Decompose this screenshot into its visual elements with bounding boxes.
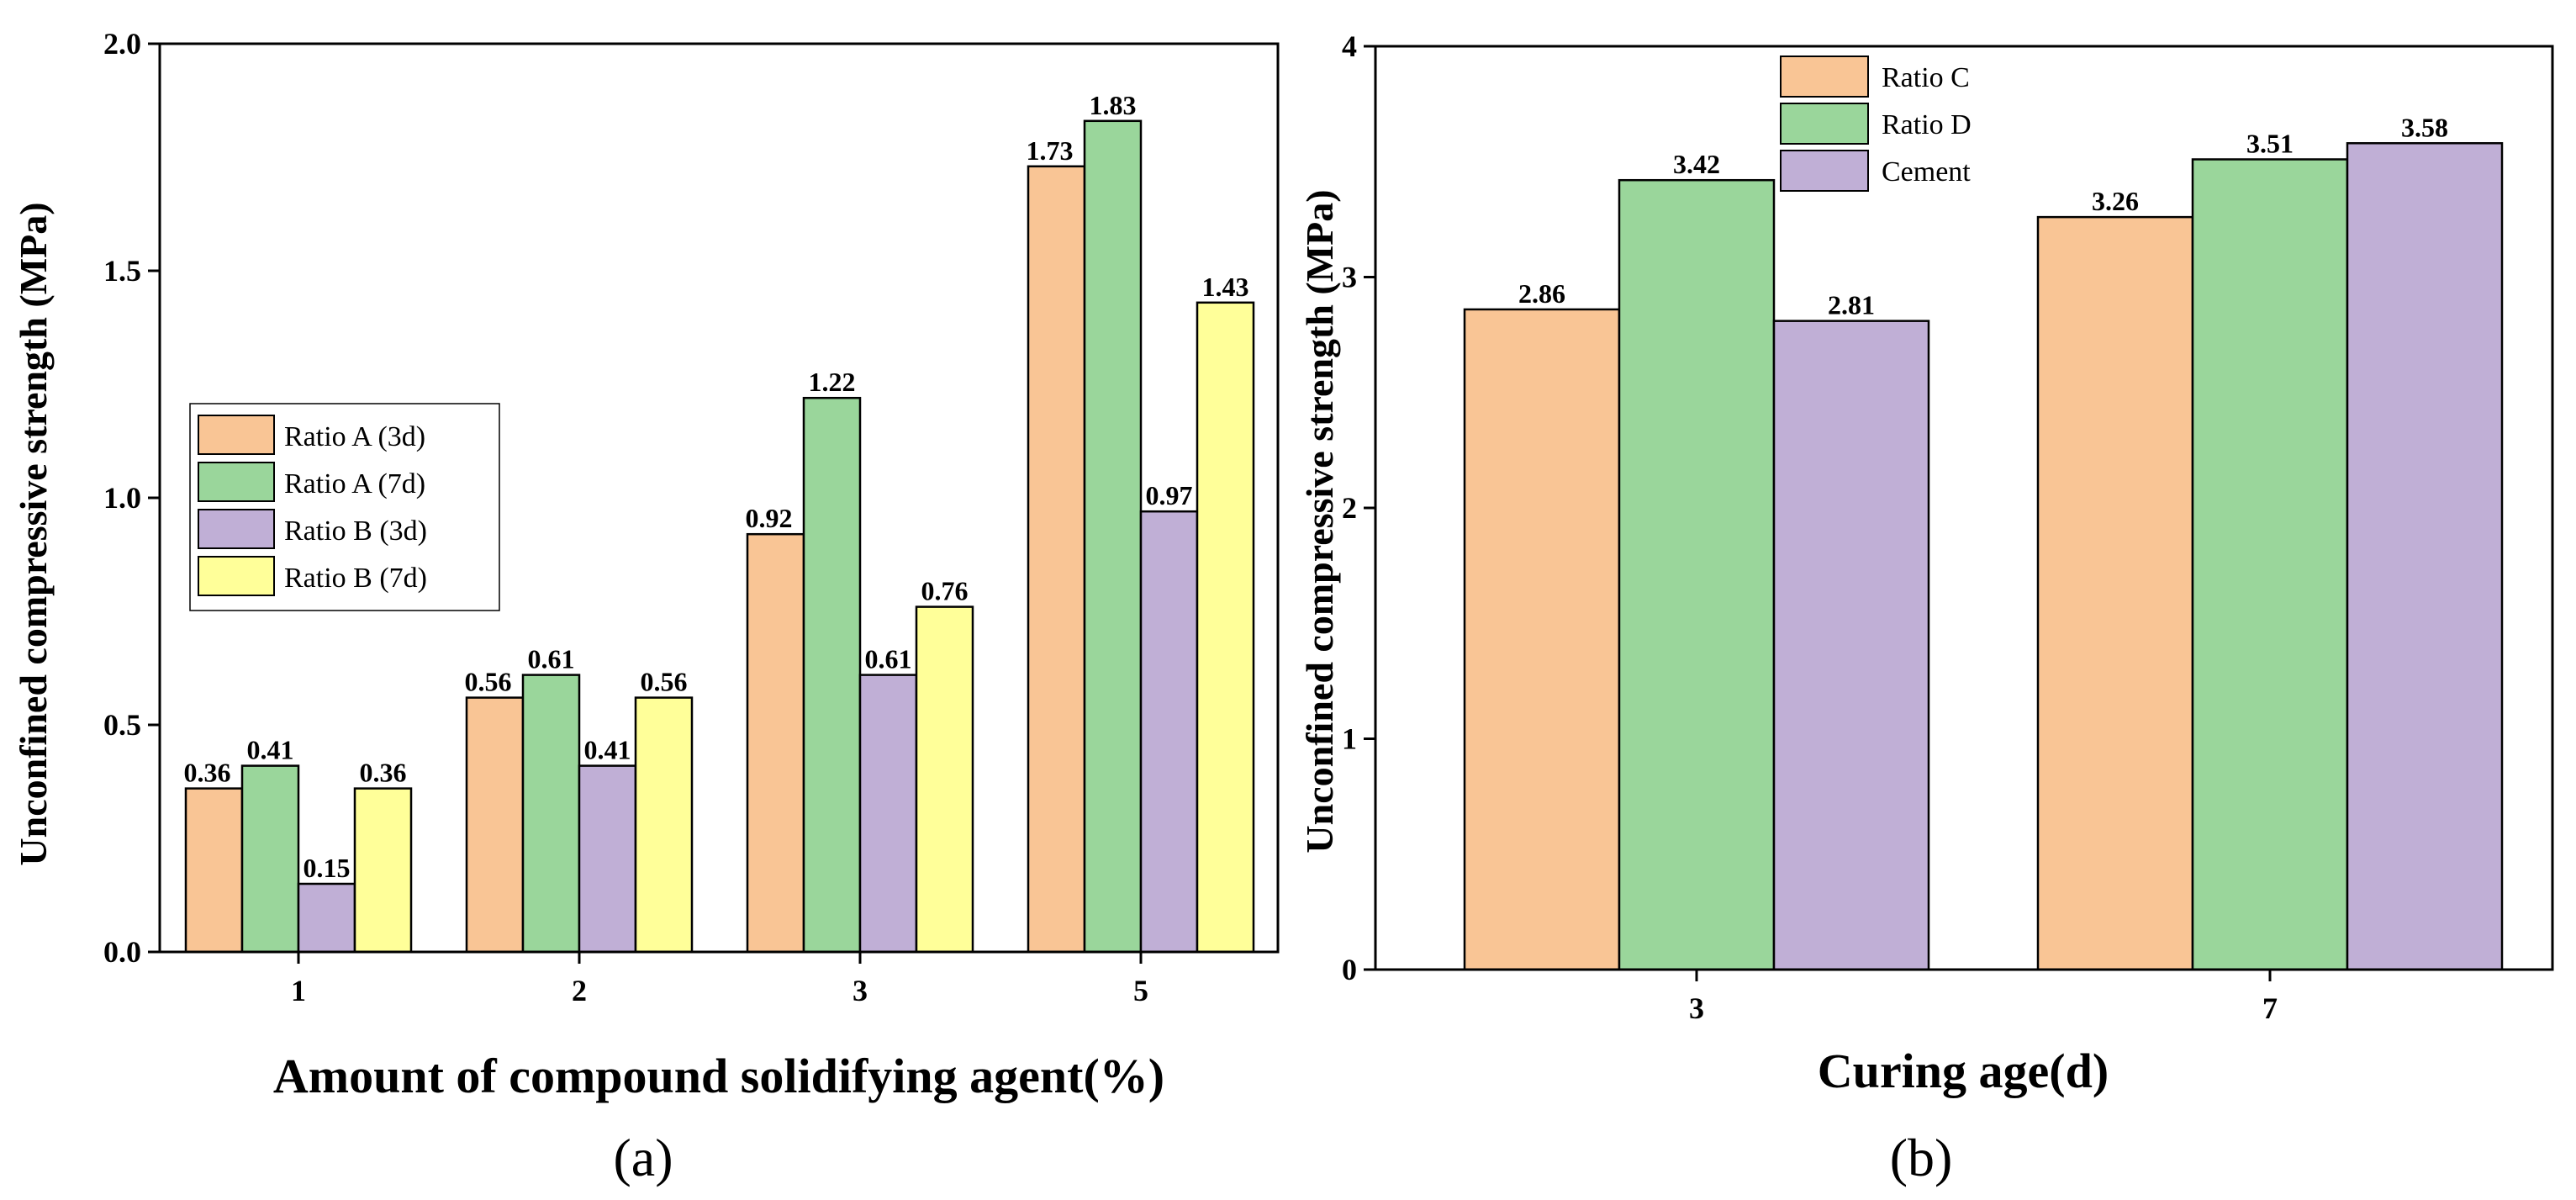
chart-b-data-label-3-2: 2.81 (1828, 290, 1875, 320)
chart-b-panel-label: (b) (1890, 1128, 1953, 1187)
chart-a-data-label-1-1: 0.41 (247, 735, 294, 765)
chart-a-axis: 0.0 0.5 1.0 1.5 2.0 1 2 3 5 (103, 27, 1148, 1007)
legend-label-ratio-d: Ratio D (1882, 109, 1972, 140)
legend-label-ratio-b-7d: Ratio B (7d) (284, 563, 427, 594)
chart-a: Unconfined compressive strength (MPa) 0.… (12, 27, 1280, 1187)
chart-a-bar-1-3 (353, 787, 413, 954)
legend-label-ratio-a-3d: Ratio A (3d) (284, 421, 425, 452)
chart-a-bar-1-0 (184, 787, 244, 954)
chart-b-y-tick-label: 3 (1342, 261, 1357, 294)
chart-a-bar-5-0 (1027, 165, 1086, 954)
chart-a-data-label-1-3: 0.36 (360, 758, 407, 788)
chart-b-data-label-3-1: 3.42 (1673, 149, 1720, 179)
chart-a-data-label-1-2: 0.15 (304, 853, 351, 883)
chart-a-data-label-2-2: 0.41 (584, 735, 631, 765)
chart-a-x-axis-title: Amount of compound solidifying agent(%) (273, 1049, 1164, 1103)
chart-a-x-tick-label: 3 (853, 974, 868, 1007)
chart-b-bars: 2.86 3.42 2.81 3.26 3.51 3.58 (1463, 112, 2504, 971)
chart-a-y-tick-label: 2.0 (103, 27, 141, 61)
legend-swatch-ratio-b-3d (198, 509, 275, 549)
legend-swatch-cement (1780, 150, 1869, 192)
chart-a-data-label-5-2: 0.97 (1146, 480, 1193, 510)
chart-b-legend: Ratio C Ratio D Cement (1780, 56, 1972, 192)
chart-a-panel-label: (a) (613, 1128, 673, 1187)
chart-a-bar-3-0 (746, 532, 805, 954)
chart-a-data-label-5-0: 1.73 (1027, 135, 1074, 166)
chart-a-y-tick-label: 1.5 (103, 254, 141, 288)
chart-b-bar-3-1 (1618, 178, 1776, 971)
legend-swatch-ratio-d (1780, 103, 1869, 145)
chart-b-y-axis-title: Unconfined compressive strength (MPa) (1298, 189, 1341, 853)
chart-a-data-label-3-0: 0.92 (746, 503, 793, 533)
legend-swatch-ratio-c (1780, 56, 1869, 98)
chart-a-bar-2-2 (578, 764, 637, 954)
chart-b-bar-3-0 (1463, 308, 1621, 971)
chart-a-bar-3-2 (858, 674, 918, 954)
chart-b-x-axis-title: Curing age(d) (1818, 1044, 2109, 1098)
chart-b-axis: 0 1 2 3 4 3 7 (1342, 29, 2278, 1025)
legend-swatch-ratio-a-7d (198, 462, 275, 502)
chart-b-bar-7-2 (2346, 142, 2504, 971)
chart-a-bar-5-3 (1196, 301, 1255, 954)
chart-a-data-label-3-3: 0.76 (921, 576, 969, 606)
chart-a-bars: 0.36 0.41 0.15 0.36 0.56 0.61 0.41 0.56 0.92 1.22… (184, 90, 1255, 954)
chart-b: Unconfined compressive strength (MPa) 2.… (1298, 29, 2554, 1187)
chart-a-x-tick-label: 2 (572, 974, 587, 1007)
chart-a-data-label-5-3: 1.43 (1202, 272, 1249, 302)
chart-b-data-label-7-1: 3.51 (2246, 129, 2294, 159)
chart-b-data-label-7-2: 3.58 (2401, 112, 2448, 142)
legend-label-ratio-c: Ratio C (1882, 62, 1970, 93)
legend-label-ratio-b-3d: Ratio B (3d) (284, 515, 427, 547)
chart-a-bar-5-1 (1083, 119, 1143, 954)
chart-a-bar-1-1 (240, 764, 300, 954)
chart-a-bar-3-1 (802, 396, 862, 954)
chart-a-legend: Ratio A (3d) Ratio A (7d) Ratio B (3d) R… (189, 403, 500, 611)
chart-b-bar-7-0 (2036, 215, 2194, 971)
chart-b-data-label-3-0: 2.86 (1518, 278, 1565, 309)
chart-a-bar-2-1 (521, 674, 581, 954)
chart-a-x-tick-label: 5 (1133, 974, 1148, 1007)
chart-b-y-tick-label: 0 (1342, 953, 1357, 986)
chart-b-x-tick-label: 3 (1689, 991, 1704, 1025)
chart-a-bar-3-3 (915, 605, 974, 954)
chart-a-bar-2-3 (634, 696, 694, 954)
chart-a-data-label-1-0: 0.36 (184, 758, 231, 788)
chart-a-data-label-3-1: 1.22 (809, 367, 856, 397)
chart-b-y-tick-label: 2 (1342, 491, 1357, 525)
chart-a-bar-5-2 (1139, 510, 1199, 954)
legend-label-cement: Cement (1882, 156, 1971, 188)
chart-a-bar-1-2 (297, 882, 356, 954)
legend-swatch-ratio-b-7d (198, 556, 275, 596)
chart-a-y-tick-label: 0.0 (103, 935, 141, 969)
chart-a-data-label-2-3: 0.56 (641, 667, 688, 697)
chart-a-bar-2-0 (465, 696, 525, 954)
legend-swatch-ratio-a-3d (198, 415, 275, 455)
chart-b-y-tick-label: 4 (1342, 29, 1357, 63)
chart-a-y-axis-title: Unconfined compressive strength (MPa) (12, 202, 55, 865)
chart-a-y-tick-label: 0.5 (103, 708, 141, 742)
chart-a-y-tick-label: 1.0 (103, 481, 141, 515)
chart-a-x-tick-label: 1 (291, 974, 306, 1007)
legend-label-ratio-a-7d: Ratio A (7d) (284, 468, 425, 500)
chart-b-data-label-7-0: 3.26 (2092, 186, 2139, 216)
chart-b-bar-7-1 (2191, 158, 2349, 971)
chart-b-bar-3-2 (1772, 320, 1930, 971)
chart-a-data-label-3-2: 0.61 (865, 644, 912, 674)
chart-a-data-label-2-0: 0.56 (465, 667, 512, 697)
chart-a-data-label-5-1: 1.83 (1090, 90, 1137, 120)
chart-a-data-label-2-1: 0.61 (528, 644, 575, 674)
chart-b-x-tick-label: 7 (2262, 991, 2278, 1025)
chart-b-y-tick-label: 1 (1342, 722, 1357, 756)
